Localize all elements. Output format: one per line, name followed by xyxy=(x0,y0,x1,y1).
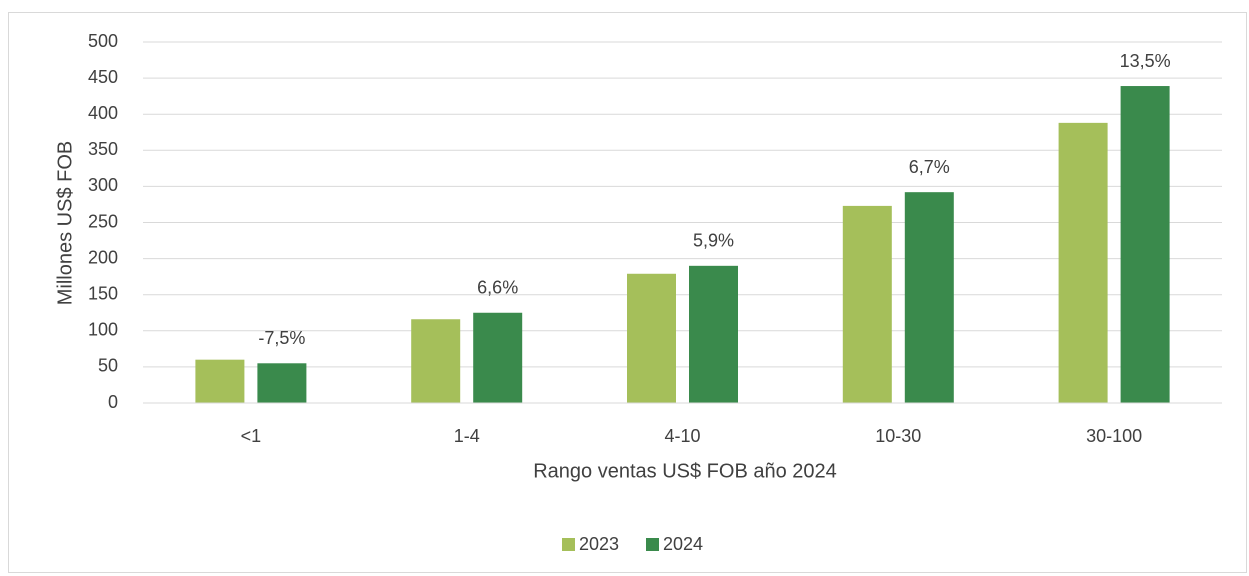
y-tick-label: 0 xyxy=(108,392,118,412)
x-tick-label: 4-10 xyxy=(664,426,700,446)
annotation: -7,5% xyxy=(258,328,305,348)
legend-swatch xyxy=(562,538,575,551)
y-tick-label: 400 xyxy=(88,103,118,123)
y-tick-label: 100 xyxy=(88,320,118,340)
y-tick-label: 500 xyxy=(88,31,118,51)
legend-label: 2024 xyxy=(663,534,703,554)
bar xyxy=(842,205,892,403)
bar xyxy=(1058,122,1108,403)
x-tick-label: 30-100 xyxy=(1086,426,1142,446)
y-tick-label: 450 xyxy=(88,67,118,87)
y-tick-label: 200 xyxy=(88,247,118,267)
y-tick-label: 150 xyxy=(88,283,118,303)
annotation: 5,9% xyxy=(693,231,734,251)
bar xyxy=(411,319,461,403)
bar xyxy=(257,363,307,403)
legend-swatch xyxy=(646,538,659,551)
annotation: 6,6% xyxy=(477,278,518,298)
y-tick-label: 50 xyxy=(98,356,118,376)
x-tick-label: 1-4 xyxy=(454,426,480,446)
annotation: 13,5% xyxy=(1120,51,1171,71)
bar xyxy=(473,312,523,403)
bar xyxy=(627,273,676,403)
bar xyxy=(689,265,738,403)
annotation: 6,7% xyxy=(909,157,950,177)
x-axis-title: Rango ventas US$ FOB año 2024 xyxy=(533,460,837,482)
legend-label: 2023 xyxy=(579,534,619,554)
y-axis-title: Millones US$ FOB xyxy=(54,141,76,306)
bar xyxy=(1120,86,1170,404)
bar xyxy=(904,192,954,403)
y-tick-label: 350 xyxy=(88,139,118,159)
y-tick-label: 250 xyxy=(88,211,118,231)
x-tick-label: <1 xyxy=(241,426,262,446)
y-tick-label: 300 xyxy=(88,175,118,195)
x-tick-label: 10-30 xyxy=(875,426,921,446)
bar xyxy=(195,359,245,403)
